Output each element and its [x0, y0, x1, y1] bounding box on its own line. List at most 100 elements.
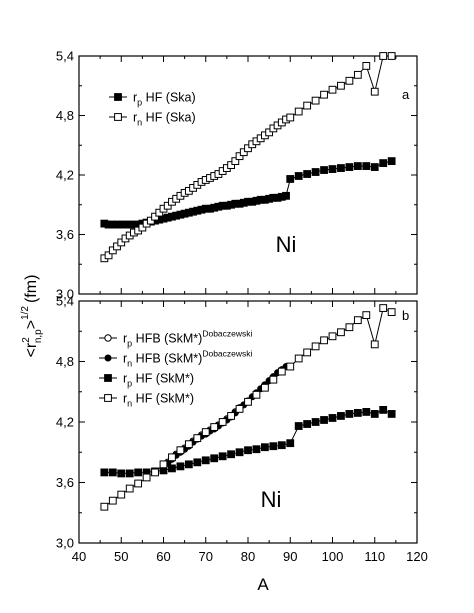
data-point [210, 454, 219, 463]
data-point [142, 473, 151, 482]
data-point [282, 191, 290, 200]
data-point [176, 462, 185, 471]
data-point [277, 441, 286, 450]
data-point [362, 162, 371, 170]
legend-label-main: r [133, 111, 137, 125]
legend-marker [114, 93, 122, 101]
data-point [286, 439, 295, 448]
panel-label: a [402, 87, 410, 102]
data-point [168, 453, 176, 462]
x-tick-label: 90 [283, 549, 297, 564]
legend-marker [104, 354, 112, 362]
data-point [353, 70, 362, 79]
data-point [227, 412, 235, 420]
data-point [294, 172, 303, 180]
y-tick-label: 3,6 [56, 475, 74, 490]
data-point [311, 168, 320, 176]
data-point [294, 354, 303, 363]
data-point [151, 212, 159, 221]
data-point [227, 161, 235, 169]
y-tick-label: 4,8 [56, 354, 74, 369]
legend-entry: rp HF (SkM*) [99, 372, 194, 389]
data-point [379, 304, 388, 312]
legend-entry: rn HF (SkM*) [99, 392, 194, 409]
legend-label-sub: n [127, 399, 132, 409]
data-point [201, 456, 210, 465]
data-point [239, 148, 248, 157]
data-point [265, 128, 274, 137]
x-tick-label: 120 [406, 549, 428, 564]
data-point [100, 468, 109, 477]
data-point [125, 469, 134, 478]
y-tick-label: 3,0 [56, 287, 74, 302]
y-tick-label: 4,8 [56, 108, 74, 123]
series-line [104, 409, 392, 474]
data-point [286, 113, 295, 122]
data-point [294, 422, 303, 430]
data-point [311, 342, 320, 351]
data-point [353, 316, 362, 325]
data-point [362, 311, 371, 320]
legend-label: rp HFB (SkM*)Dobaczewski [123, 329, 253, 349]
data-point [244, 144, 252, 153]
data-point [387, 52, 396, 60]
legend-entry: rn HFB (SkM*)Dobaczewski [99, 349, 253, 369]
data-point [235, 404, 244, 413]
legend-label-main: r [133, 91, 137, 105]
data-point [159, 460, 168, 469]
legend-label-sub: n [137, 118, 142, 128]
data-point [370, 87, 379, 96]
legend-label-sub: p [127, 339, 132, 349]
series-line [104, 55, 392, 259]
legend-label-rest: HF (Ska) [142, 91, 195, 105]
legend-label-sub: p [127, 379, 132, 389]
legend-label-rest: HFB (SkM*) [132, 332, 202, 346]
data-point [104, 251, 113, 260]
data-point [370, 163, 379, 171]
data-point [218, 452, 227, 461]
data-point [210, 423, 219, 431]
data-point [134, 479, 143, 488]
data-point [163, 201, 172, 210]
data-point [345, 76, 354, 85]
data-point [244, 397, 252, 406]
data-point [235, 448, 244, 457]
data-point [379, 406, 388, 414]
data-point [134, 468, 143, 477]
data-point [117, 490, 126, 499]
x-tick-label: 40 [72, 549, 86, 564]
data-point [303, 420, 312, 428]
data-point [138, 223, 147, 232]
legend-label: rn HF (SkM*) [123, 392, 194, 409]
data-point [184, 460, 193, 469]
y-axis-label-exp: 1/2 [20, 306, 31, 320]
data-point [311, 418, 320, 426]
legend-label-sup: Dobaczewski [202, 329, 252, 339]
x-tick-label: 80 [241, 549, 255, 564]
data-point [252, 390, 261, 399]
data-point [345, 410, 354, 418]
data-point [345, 163, 354, 171]
y-axis-label-sup: 2 [21, 337, 32, 343]
panel-annotation: Ni [276, 232, 297, 257]
data-point [370, 340, 379, 349]
y-tick-label: 5,4 [56, 49, 74, 64]
legend-entry: rn HF (Ska) [109, 111, 196, 128]
data-point [125, 484, 134, 493]
data-point [286, 175, 295, 183]
data-point [294, 107, 303, 116]
legend-label-sub: n [127, 359, 132, 369]
y-tick-label: 3,6 [56, 227, 74, 242]
x-tick-label: 60 [156, 549, 170, 564]
x-axis-label: A [257, 575, 269, 594]
legend-marker [114, 113, 122, 121]
data-point [345, 323, 354, 332]
data-point [387, 410, 396, 418]
y-tick-label: 3,0 [56, 536, 74, 551]
data-point [269, 442, 278, 451]
legend-label-rest: HF (Ska) [142, 111, 195, 125]
legend-label-rest: HF (SkM*) [132, 372, 194, 386]
data-point [108, 468, 117, 477]
x-tick-label: 70 [199, 549, 213, 564]
data-point [261, 383, 269, 392]
